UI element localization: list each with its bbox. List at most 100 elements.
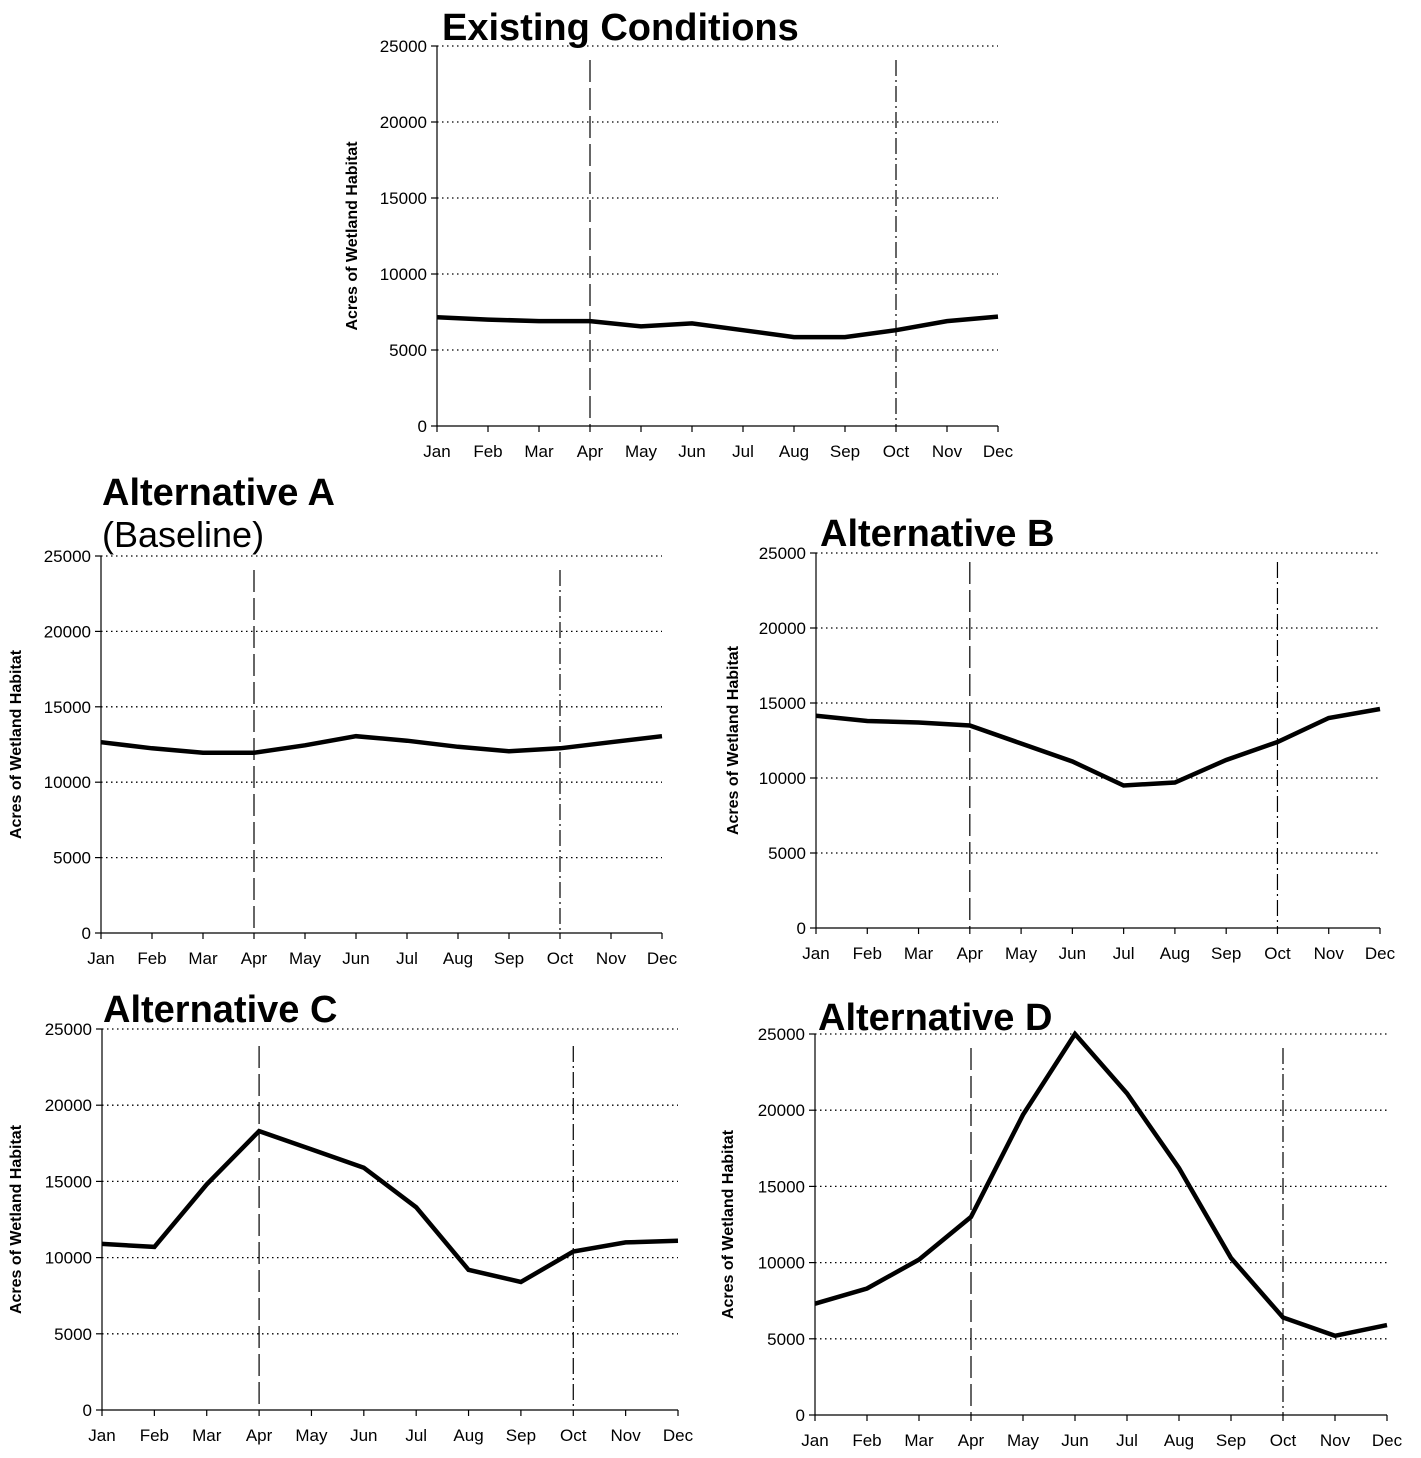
chart-alt-d: 0 5000 10000 15000 20000 25000 Jan Feb Mar Apr May… [720,997,1403,1450]
y-axis-label: Acres of Wetland Habitat [8,649,25,839]
y-tick-label: 25000 [45,1020,92,1039]
x-tick-label: Feb [140,1426,169,1445]
x-tick-label: Jul [1113,944,1135,963]
x-tick-label: Apr [577,442,604,461]
y-tick-label: 15000 [758,1177,805,1196]
chart-subtitle: (Baseline) [102,514,264,555]
y-tick-label: 10000 [380,265,427,284]
chart-title: Alternative B [820,513,1054,555]
chart-alt-c: 0 5000 10000 15000 20000 25000 Jan Feb Mar Apr May… [8,989,694,1445]
x-tick-label: Oct [1270,1431,1297,1450]
x-tick-label: Oct [547,949,574,968]
y-tick-label: 5000 [768,844,806,863]
y-axis-label: Acres of Wetland Habitat [8,1124,25,1314]
y-tick-label: 10000 [44,773,91,792]
x-tick-label: Feb [853,944,882,963]
x-tick-label: Oct [1264,944,1291,963]
y-tick-label: 15000 [380,189,427,208]
y-tick-label: 5000 [389,341,427,360]
x-tick-label: Jul [732,442,754,461]
chart-alt-a: 0 5000 10000 15000 20000 25000 Jan Feb Mar Apr May… [8,472,678,968]
x-tick-label: Jan [801,1431,828,1450]
y-tick-label: 15000 [45,1172,92,1191]
y-tick-label: 10000 [45,1249,92,1268]
x-tick-label: Aug [1160,944,1190,963]
chart-title: Alternative D [818,997,1052,1039]
y-tick-label: 20000 [44,622,91,641]
y-tick-label: 20000 [45,1096,92,1115]
y-tick-label: 10000 [758,1254,805,1273]
y-tick-label: 0 [83,1401,92,1420]
y-tick-label: 5000 [767,1330,805,1349]
y-tick-label: 25000 [44,547,91,566]
y-tick-label: 20000 [380,113,427,132]
series-line [814,1030,1388,1339]
x-tick-label: Nov [611,1426,642,1445]
x-tick-label: Nov [1320,1431,1351,1450]
y-axis-label: Acres of Wetland Habitat [725,645,742,835]
x-tick-label: Sep [506,1426,536,1445]
x-tick-label: Aug [443,949,473,968]
chart-alt-b: 0 5000 10000 15000 20000 25000 Jan Feb Mar Apr May… [725,513,1396,963]
series-line [815,706,1381,788]
y-tick-label: 0 [796,1406,805,1425]
y-tick-label: 20000 [759,619,806,638]
x-tick-label: Jun [350,1426,377,1445]
x-tick-label: Aug [453,1426,483,1445]
x-tick-label: May [625,442,658,461]
x-tick-label: Apr [246,1426,273,1445]
y-tick-label: 10000 [759,769,806,788]
x-tick-label: Nov [932,442,963,461]
x-tick-label: Aug [1164,1431,1194,1450]
x-tick-label: Mar [904,1431,934,1450]
x-tick-label: Jun [678,442,705,461]
x-tick-label: Aug [779,442,809,461]
x-tick-label: Nov [1314,944,1345,963]
y-tick-label: 15000 [44,698,91,717]
x-tick-label: Sep [1216,1431,1246,1450]
y-tick-label: 0 [797,919,806,938]
chart-existing: 0 5000 10000 15000 20000 25000 Jan Feb Mar Apr May… [344,7,1014,461]
series-line [436,314,999,340]
chart-title: Alternative C [103,989,337,1031]
x-tick-label: Jan [423,442,450,461]
x-tick-label: Jul [405,1426,427,1445]
y-axis-label: Acres of Wetland Habitat [344,141,361,331]
series-line [101,1128,679,1285]
chart-title: Alternative A [102,472,335,514]
y-tick-label: 0 [82,924,91,943]
x-tick-label: Jun [1061,1431,1088,1450]
x-tick-label: Feb [473,442,502,461]
y-tick-label: 5000 [53,849,91,868]
chart-title: Existing Conditions [442,7,799,49]
x-tick-label: Mar [524,442,554,461]
x-tick-label: Jan [87,949,114,968]
x-tick-label: May [295,1426,328,1445]
x-tick-label: May [1005,944,1038,963]
x-tick-label: Dec [647,949,678,968]
y-tick-label: 20000 [758,1101,805,1120]
x-tick-label: May [1007,1431,1040,1450]
y-tick-label: 25000 [758,1025,805,1044]
y-axis-label: Acres of Wetland Habitat [720,1129,737,1319]
x-tick-label: Mar [192,1426,222,1445]
x-tick-label: Dec [1372,1431,1403,1450]
x-tick-label: Sep [494,949,524,968]
x-tick-label: Nov [596,949,627,968]
y-tick-label: 5000 [54,1325,92,1344]
y-tick-label: 25000 [759,544,806,563]
x-tick-label: Jul [396,949,418,968]
x-tick-label: Mar [188,949,218,968]
x-tick-label: Sep [830,442,860,461]
y-tick-label: 0 [418,417,427,436]
x-tick-label: Mar [904,944,934,963]
x-tick-label: Dec [983,442,1014,461]
x-tick-label: Jul [1116,1431,1138,1450]
x-tick-label: Apr [958,1431,985,1450]
x-tick-label: Oct [883,442,910,461]
x-tick-label: Dec [1365,944,1396,963]
x-tick-label: Oct [560,1426,587,1445]
x-tick-label: Feb [852,1431,881,1450]
y-tick-label: 25000 [380,37,427,56]
